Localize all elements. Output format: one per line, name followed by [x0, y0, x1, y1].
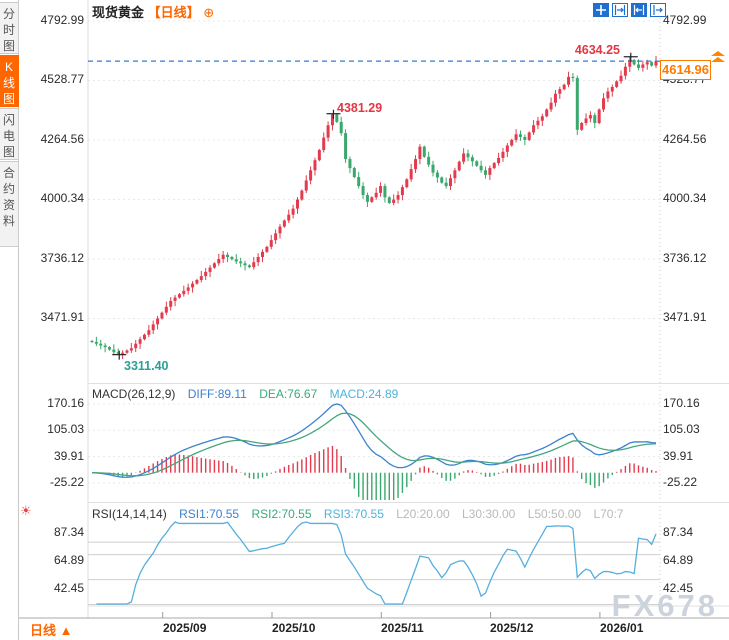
macd-ytick-right: 39.91: [663, 449, 694, 463]
sidebar-tab-time-chart[interactable]: 分时图: [0, 2, 19, 54]
period-selector-button[interactable]: 日线 ▲: [30, 623, 73, 638]
macd-header: MACD(26,12,9) DIFF:89.11 DEA:76.67 MACD:…: [92, 387, 407, 401]
xaxis-label: 2025/10: [272, 621, 316, 635]
compress-x-axis-icon[interactable]: [612, 3, 628, 17]
xaxis-label: 2025/11: [381, 621, 424, 635]
rsi-title: RSI(14,14,14): [92, 507, 167, 521]
rsi-ytick-left: 42.45: [53, 581, 84, 595]
last-price-badge: 4614.96: [660, 60, 711, 80]
macd-ytick-left: 39.91: [53, 449, 84, 463]
macd-ytick-right: -25.22: [663, 475, 698, 489]
main-ytick-left: 4792.99: [40, 13, 84, 27]
rsi-ytick-right: 64.89: [663, 553, 694, 567]
rsi-header: RSI(14,14,14) RSI1:70.55 RSI2:70.55 RSI3…: [92, 507, 658, 521]
main-ytick-right: 4264.56: [663, 132, 707, 146]
main-ytick-right: 4000.34: [663, 191, 707, 205]
expand-x-axis-icon[interactable]: [631, 3, 647, 17]
add-indicator-icon[interactable]: ⊕: [203, 5, 215, 20]
period-tag: 【日线】: [147, 5, 200, 20]
xaxis-label: 2025/09: [163, 621, 207, 635]
rsi3-value: RSI3:70.55: [323, 507, 384, 521]
macd-dea-value: DEA:76.67: [259, 387, 318, 401]
rsi-ytick-left: 87.34: [53, 525, 84, 539]
swing-high-price-label: 4381.29: [337, 101, 383, 115]
macd-ytick-left: -25.22: [49, 475, 84, 489]
main-ytick-right: 3736.12: [663, 251, 707, 265]
chart-type-sidebar: 分时图 K线图 闪电图 合约资料: [0, 0, 19, 640]
macd-ytick-right: 105.03: [663, 422, 700, 436]
low-price-label: 3311.40: [124, 359, 169, 373]
rsi-level-30: L30:30.00: [461, 507, 516, 521]
macd-ytick-right: 170.16: [663, 396, 700, 410]
macd-ytick-left: 170.16: [47, 396, 84, 410]
crosshair-move-icon[interactable]: [593, 3, 609, 17]
chart-toolbar: [593, 3, 666, 17]
jump-to-latest-icon[interactable]: [650, 3, 666, 17]
xaxis-label: 2025/12: [490, 621, 534, 635]
scroll-to-price-arrow-icon[interactable]: [711, 51, 725, 63]
instrument-title: 现货黄金: [92, 5, 145, 20]
macd-ytick-left: 105.03: [47, 422, 84, 436]
macd-title: MACD(26,12,9): [92, 387, 176, 401]
rsi-level-70: L70:7: [593, 507, 624, 521]
sidebar-tab-contract-info[interactable]: 合约资料: [0, 161, 19, 247]
rsi-ytick-left: 64.89: [53, 553, 84, 567]
hot-indicator-icon: ☀: [20, 503, 32, 518]
xaxis-label: 2026/01: [600, 621, 644, 635]
sidebar-tab-kline-chart[interactable]: K线图: [0, 55, 19, 107]
main-ytick-left: 3471.91: [40, 310, 84, 324]
main-ytick-left: 4528.77: [40, 72, 84, 86]
rsi1-value: RSI1:70.55: [179, 507, 240, 521]
main-ytick-right: 4792.99: [663, 13, 707, 27]
main-ytick-left: 4264.56: [40, 132, 84, 146]
chart-title-bar: 现货黄金 【日线】 ⊕: [92, 2, 214, 21]
macd-diff-value: DIFF:89.11: [187, 387, 247, 401]
main-ytick-left: 4000.34: [40, 191, 84, 205]
sidebar-tab-lightning-chart[interactable]: 闪电图: [0, 108, 19, 160]
rsi-level-50: L50:50.00: [527, 507, 582, 521]
rsi-ytick-right: 42.45: [663, 581, 694, 595]
macd-macd-value: MACD:24.89: [329, 387, 399, 401]
rsi-level-20: L20:20.00: [396, 507, 450, 521]
rsi2-value: RSI2:70.55: [251, 507, 312, 521]
main-ytick-left: 3736.12: [40, 251, 84, 265]
main-ytick-right: 3471.91: [663, 310, 707, 324]
watermark: FX678: [611, 588, 718, 623]
high-price-label: 4634.25: [574, 43, 620, 57]
rsi-ytick-right: 87.34: [663, 525, 694, 539]
